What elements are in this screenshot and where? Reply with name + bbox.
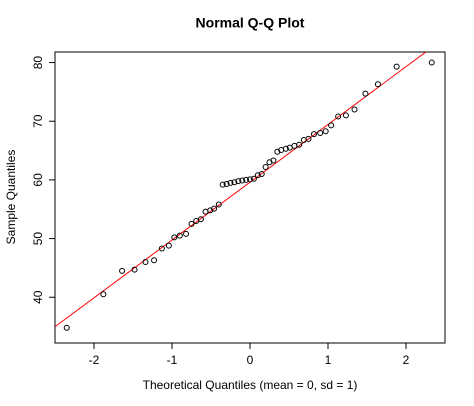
data-point	[254, 172, 261, 179]
data-point	[374, 81, 381, 88]
data-point	[176, 232, 183, 239]
data-point	[310, 131, 317, 138]
data-point	[235, 178, 242, 185]
data-point	[282, 145, 289, 152]
data-point	[100, 291, 107, 298]
x-tick-label: 2	[403, 353, 410, 367]
x-tick-label: 1	[325, 353, 332, 367]
data-point	[342, 112, 349, 119]
data-point	[351, 106, 358, 113]
data-point	[211, 205, 218, 212]
x-tick-label: -2	[89, 353, 100, 367]
data-point	[247, 176, 253, 183]
data-point	[63, 324, 70, 331]
data-point	[188, 220, 195, 227]
data-point	[142, 259, 149, 266]
data-point	[328, 122, 335, 129]
data-point	[317, 129, 324, 136]
data-point	[258, 171, 265, 178]
data-point	[131, 266, 138, 273]
data-point	[362, 90, 369, 97]
y-axis-label: Sample Quantiles	[4, 150, 18, 245]
data-point	[197, 216, 204, 223]
data-point	[165, 242, 172, 249]
data-point	[215, 201, 222, 208]
data-point	[296, 141, 303, 148]
data-point	[393, 63, 400, 70]
data-point	[270, 157, 277, 164]
x-axis-label: Theoretical Quantiles (mean = 0, sd = 1)	[143, 378, 358, 392]
data-point	[151, 257, 158, 264]
y-tick-label: 40	[31, 290, 45, 304]
data-point	[428, 59, 435, 66]
data-point	[322, 128, 329, 135]
y-tick-label: 50	[31, 232, 45, 246]
y-tick-label: 80	[31, 56, 45, 70]
data-point	[227, 179, 234, 186]
y-tick-label: 60	[31, 173, 45, 187]
x-tick-label: -1	[167, 353, 178, 367]
data-point	[171, 234, 178, 241]
chart-title: Normal Q-Q Plot	[196, 15, 305, 31]
plot-frame	[54, 51, 446, 344]
data-point	[158, 245, 165, 252]
data-point	[305, 135, 312, 142]
data-point	[335, 113, 342, 120]
data-point	[219, 181, 226, 188]
data-point	[223, 181, 230, 188]
data-point	[250, 175, 257, 182]
data-point	[262, 163, 269, 170]
y-tick-label: 70	[31, 114, 45, 128]
data-point	[183, 230, 190, 237]
data-point	[239, 177, 246, 184]
data-point	[243, 176, 250, 183]
x-tick-label: 0	[247, 353, 254, 367]
data-point	[231, 179, 238, 186]
data-point	[119, 267, 126, 274]
